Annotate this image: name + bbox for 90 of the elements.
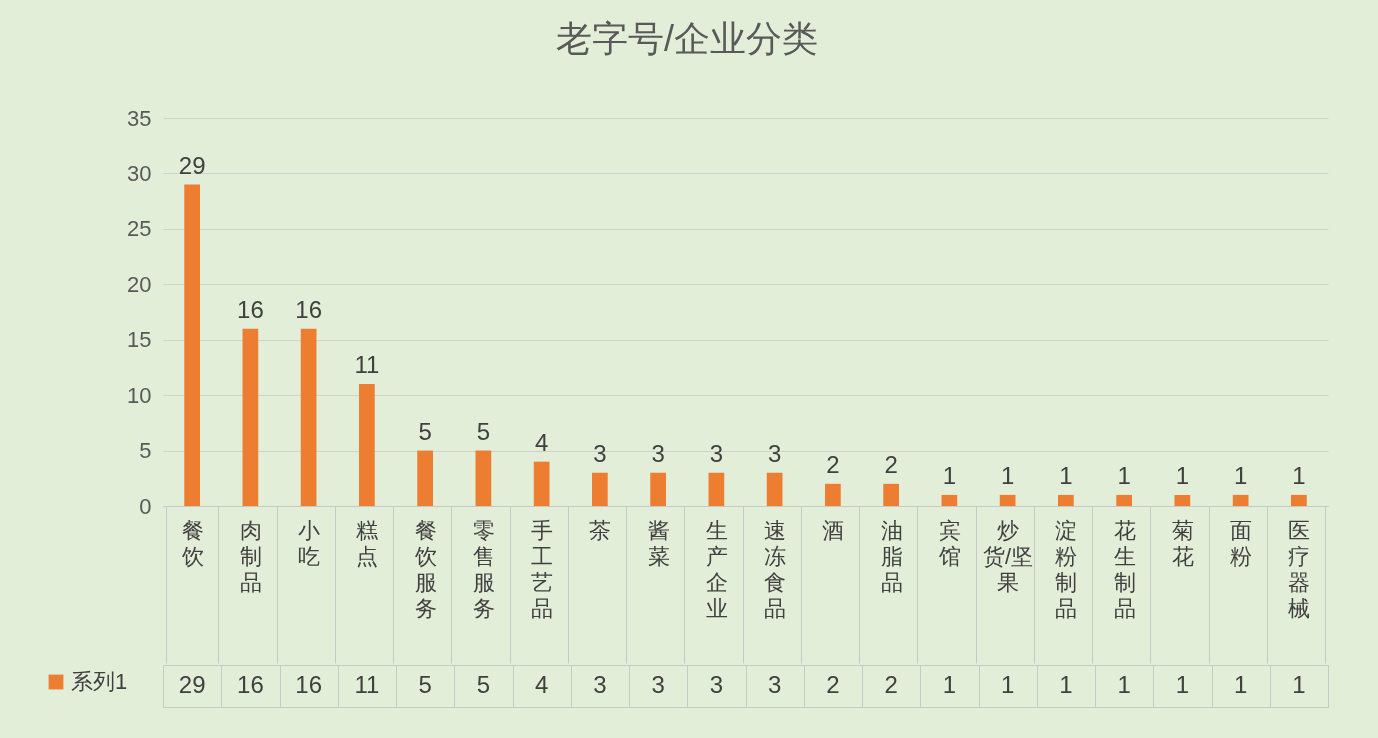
x-tick-label: 餐饮服务 [413,517,437,621]
data-label: 1 [1117,671,1131,698]
y-tick-label: 10 [127,382,152,408]
x-tick-label: 小吃 [298,517,321,569]
annotation: 3 [593,439,607,467]
annotation: 4 [534,428,549,456]
y-tick-label: 5 [139,438,152,464]
annotation: 5 [476,417,491,445]
annotation: 3 [767,439,782,467]
x-tick-label: 炒货/坚果 [983,517,1034,595]
x-tick-label: 油脂品 [880,517,903,595]
x-tick-label: 肉制品 [239,517,262,595]
bar [825,483,841,506]
bar [417,450,433,506]
y-tick-label: 15 [127,327,152,353]
annotation: 1 [1233,461,1248,489]
annotation: 1 [1117,461,1131,489]
data-label: 3 [709,671,724,698]
data-label: 3 [767,671,782,698]
x-tick-label: 餐饮 [180,517,204,569]
data-label: 1 [1292,671,1306,698]
data-label: 11 [354,671,380,698]
data-label: 3 [651,671,665,698]
legend-label: 系列1 [71,669,128,694]
bar [300,328,317,506]
annotation: 3 [651,439,665,467]
bar [1058,494,1074,506]
y-tick-label: 30 [127,160,152,186]
data-label: 3 [593,671,607,698]
y-tick-label: 35 [127,105,152,131]
annotation: 1 [1059,461,1073,489]
annotation: 29 [178,151,206,179]
data-label: 1 [1059,671,1073,698]
y-tick-label: 0 [139,493,152,519]
annotation: 16 [295,295,322,323]
x-tick-label: 面粉 [1230,517,1253,569]
annotation: 5 [418,417,432,445]
annotation: 16 [237,295,264,323]
x-tick-label: 淀粉制品 [1055,517,1078,621]
annotation: 11 [354,351,380,379]
data-label: 5 [476,671,491,698]
x-tick-label: 菊花 [1171,517,1194,569]
annotation: 1 [1000,461,1015,489]
bar [533,461,550,506]
x-tick-label: 花生制品 [1113,517,1136,621]
data-label: 2 [826,671,840,698]
data-label: 5 [418,671,432,698]
data-label: 16 [295,671,322,698]
x-tick-label: 酱菜 [647,517,670,569]
annotation: 2 [826,450,840,478]
bar [359,384,375,506]
bar [592,472,608,506]
annotation: 1 [942,461,957,489]
data-label: 1 [1000,671,1015,698]
x-tick-label: 糕点 [356,517,379,569]
x-tick-label: 茶 [589,517,612,543]
data-label: 1 [942,671,957,698]
data-label: 1 [1175,671,1190,698]
bar [242,328,259,506]
x-tick-label: 宾馆 [937,517,961,569]
bar [708,472,725,506]
annotation: 3 [709,439,724,467]
x-tick-label: 医疗器械 [1288,517,1311,621]
bar [1232,494,1249,506]
bar [1174,494,1191,506]
annotation: 2 [884,450,898,478]
bar [941,494,958,506]
bar [999,494,1016,506]
x-tick-label: 速冻食品 [764,517,787,621]
data-label: 16 [237,671,264,698]
y-tick-label: 20 [127,271,152,297]
data-label: 29 [178,671,206,698]
data-label: 4 [534,671,549,698]
bar [475,450,492,506]
x-tick-label: 零售服务 [472,517,495,621]
annotation: 1 [1292,461,1306,489]
bar [766,472,783,506]
data-label: 1 [1233,671,1248,698]
y-tick-label: 25 [127,216,152,242]
x-tick-label: 酒 [822,517,845,543]
bar [1116,494,1132,506]
bar [1291,494,1307,506]
bar [184,184,200,506]
x-tick-label: 手工艺品 [531,517,554,621]
bar [650,472,666,506]
annotation: 1 [1175,461,1190,489]
data-label: 2 [884,671,898,698]
chart-title: 老字号/企业分类 [555,18,819,59]
x-tick-label: 生产企业 [705,517,728,621]
bar [883,483,899,506]
